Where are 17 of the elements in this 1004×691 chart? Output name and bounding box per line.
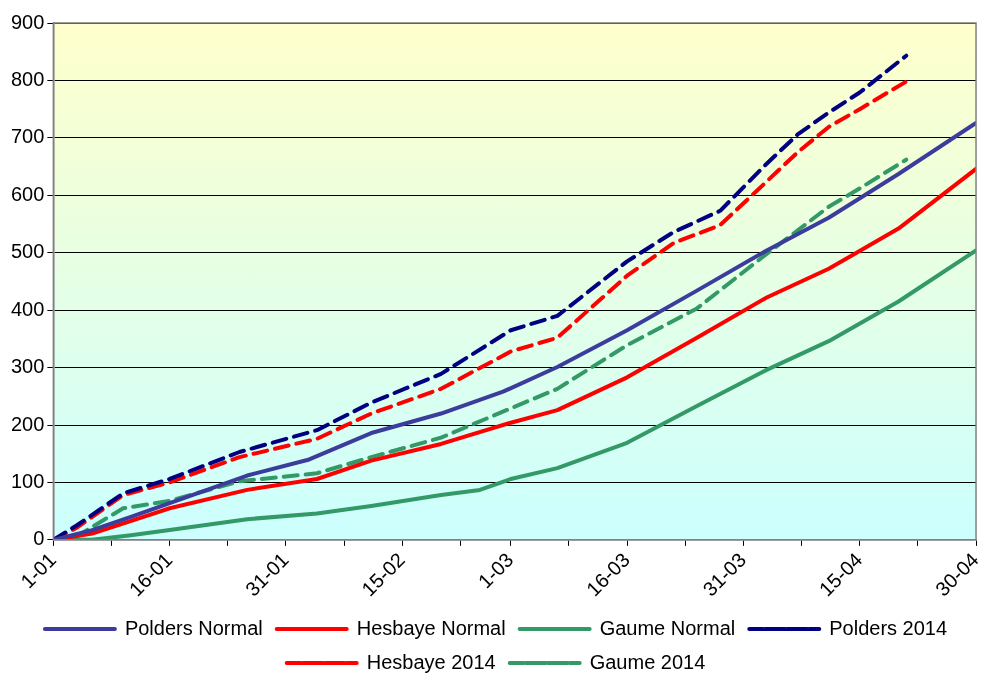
y-tick-label: 600 — [10, 182, 45, 205]
legend-label: Gaume Normal — [599, 616, 736, 639]
y-tick-label: 900 — [10, 10, 45, 33]
y-tick-label: 200 — [10, 412, 45, 435]
y-tick-label: 400 — [10, 297, 45, 320]
y-tick-label: 500 — [10, 240, 45, 263]
legend-label: Hesbaye Normal — [356, 616, 506, 639]
x-tick-label: 1-01 — [16, 548, 61, 593]
legend-label: Polders Normal — [124, 616, 263, 639]
y-tick-label: 0 — [33, 527, 45, 550]
y-tick-label: 800 — [10, 67, 45, 90]
y-tick-label: 100 — [10, 469, 45, 492]
y-tick-label: 300 — [10, 355, 45, 378]
y-tick-label: 700 — [10, 125, 45, 148]
legend-label: Gaume 2014 — [589, 650, 706, 673]
legend-label: Hesbaye 2014 — [366, 650, 496, 673]
legend-label: Polders 2014 — [829, 616, 948, 639]
